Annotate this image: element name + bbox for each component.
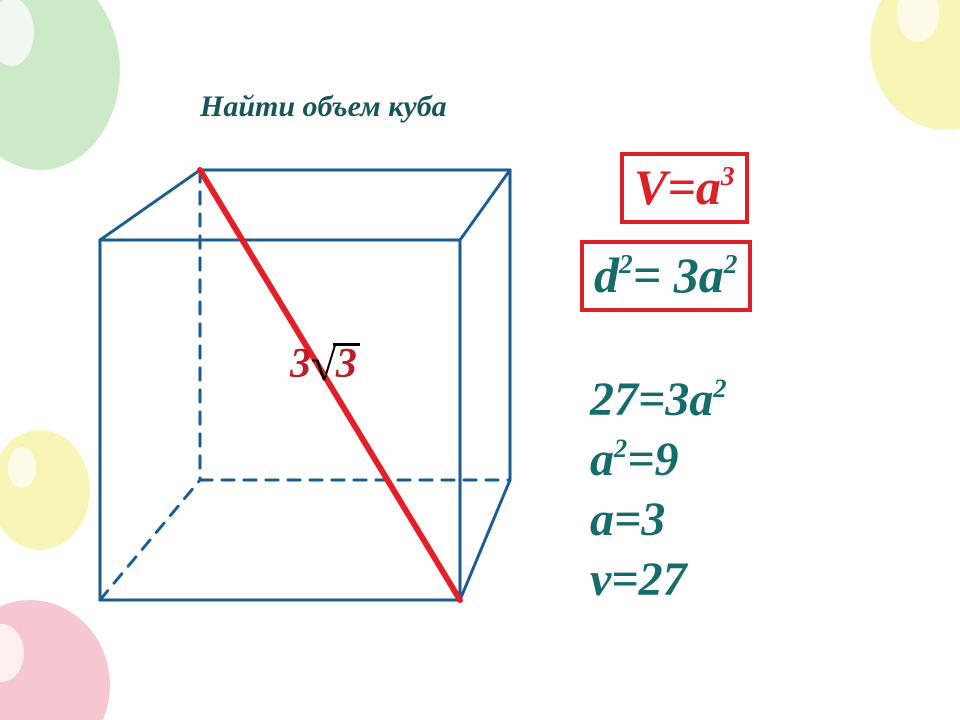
- diagonal-formula-box: d2= 3a2: [580, 240, 752, 312]
- balloon-top-right: [870, 0, 960, 130]
- balloon-highlight: [0, 624, 24, 682]
- solution-base: 27=3a: [590, 373, 713, 426]
- diag-formula-rhs: = 3a: [633, 247, 724, 303]
- diag-formula-lhs: d: [594, 247, 619, 303]
- solution-exp: 2: [713, 373, 726, 403]
- balloon-left: [0, 430, 90, 550]
- balloon-highlight: [0, 0, 34, 66]
- solution-base: v=27: [590, 553, 687, 606]
- radical-bar: [333, 343, 361, 346]
- solution-exp: 2: [614, 433, 627, 463]
- solution-tail: =9: [627, 433, 678, 486]
- cube-diagram: [80, 160, 520, 620]
- solution-base: a=3: [590, 493, 665, 546]
- balloon-highlight: [8, 447, 36, 488]
- sqrt-coefficient: 3: [290, 341, 311, 387]
- solution-line: 27=3a2: [590, 372, 727, 427]
- sqrt-symbol: √ 3: [315, 340, 357, 388]
- cube-svg: [80, 160, 520, 620]
- balloon-top-left: [0, 0, 120, 170]
- page-title: Найти объем куба: [200, 90, 447, 124]
- volume-formula-exp: 3: [721, 160, 735, 191]
- solution-line: v=27: [590, 552, 687, 607]
- balloon-highlight: [897, 0, 939, 42]
- stage: Найти объем куба 3 √ 3 V=a3 d2= 3a2 27=3…: [0, 0, 960, 720]
- solution-line: a=3: [590, 492, 665, 547]
- diag-formula-rhs-exp: 2: [724, 248, 738, 279]
- diag-formula-lhs-exp: 2: [619, 248, 633, 279]
- solution-line: a2=9: [590, 432, 679, 487]
- volume-formula-base: V=a: [634, 159, 721, 215]
- sqrt-radicand: 3: [334, 341, 357, 387]
- solution-base: a: [590, 433, 614, 486]
- volume-formula-box: V=a3: [620, 152, 749, 224]
- diagonal-length-label: 3 √ 3: [290, 340, 357, 388]
- radical-icon: √: [311, 338, 337, 392]
